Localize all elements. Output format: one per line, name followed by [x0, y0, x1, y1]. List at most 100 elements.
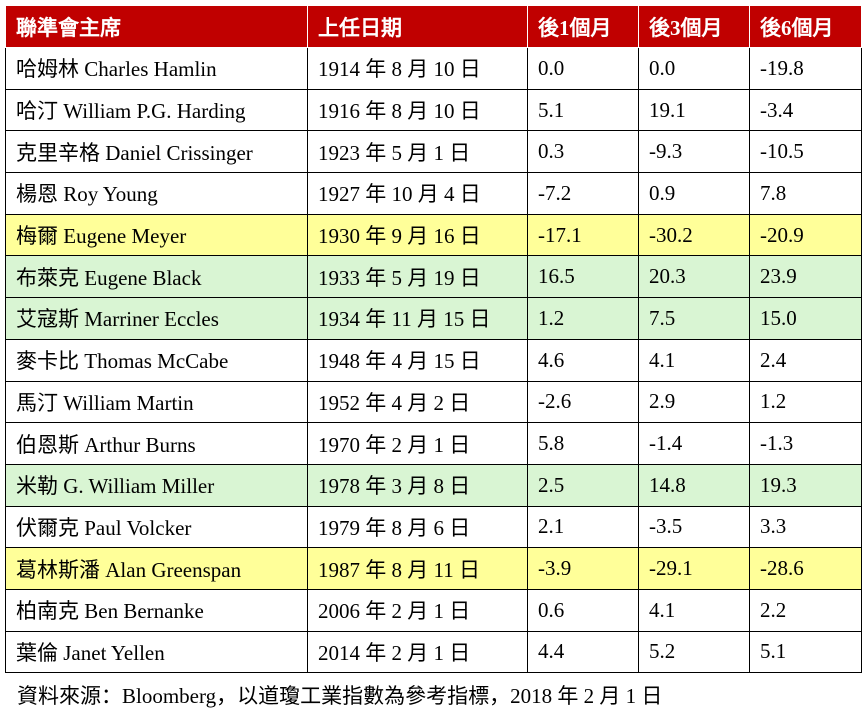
table-row: 哈汀 William P.G. Harding 1916 年 8 月 10 日 5.… [5, 88, 862, 132]
table-cell: -3.5 [638, 505, 750, 549]
table: 聯準會主席 上任日期 後1個月 後3個月 後6個月 哈姆林 Charles Hamlin… [5, 5, 862, 674]
table-cell: 7.8 [749, 172, 862, 215]
table-row: 伯恩斯 Arthur Burns 1970 年 2 月 1 日 5.8 -1.4 -1.… [5, 422, 862, 465]
table-row: 克里辛格 Daniel Crissinger 1923 年 5 月 1 日 0.3-… [5, 130, 862, 174]
table-cell: 1916 年 8 月 10 日 [307, 88, 528, 132]
table-cell: -30.2 [638, 213, 750, 257]
table-cell: -19.8 [749, 47, 862, 90]
table-cell: 克里辛格 Daniel Crissinger [5, 130, 308, 174]
table-cell: 14.8 [638, 463, 750, 507]
table-cell: 4.4 [527, 630, 639, 674]
table-cell: 1933 年 5 月 19 日 [307, 255, 528, 299]
table-body: 哈姆林 Charles Hamlin 1914 年 8 月 10 日 0.0 0.0-… [5, 47, 862, 674]
table-cell: -20.9 [749, 213, 862, 257]
table-cell: 哈姆林 Charles Hamlin [5, 47, 308, 90]
table-cell: 2.5 [527, 463, 639, 507]
table-row: 米勒 G. William Miller 1978 年 3 月 8 日 2.5 14.… [5, 463, 862, 507]
header-cell: 後6個月 [749, 5, 862, 48]
table-cell: 5.8 [527, 422, 639, 465]
table-cell: 1930 年 9 月 16 日 [307, 213, 528, 257]
table-row: 伏爾克 Paul Volcker 1979 年 8 月 6 日 2.1 -3.5 3.3 [5, 505, 862, 549]
table-cell: 5.1 [527, 88, 639, 132]
table-cell: 1970 年 2 月 1 日 [307, 422, 528, 465]
source-note: 資料來源：Bloomberg，以道瓊工業指數為參考指標，2018 年 2 月 1… [17, 684, 663, 708]
table-cell: 4.1 [638, 588, 750, 632]
table-row: 麥卡比 Thomas McCabe 1948 年 4 月 15 日 4.6 4.1 2.… [5, 338, 862, 382]
table-cell: 0.0 [638, 47, 750, 90]
table-cell: 2014 年 2 月 1 日 [307, 630, 528, 674]
table-cell: 伯恩斯 Arthur Burns [5, 422, 308, 465]
table-cell: 15.0 [749, 297, 862, 340]
table-cell: 1948 年 4 月 15 日 [307, 338, 528, 382]
table-row: 馬汀 William Martin 1952 年 4 月 2 日 -2.6 2.9 1.… [5, 380, 862, 424]
table-cell: 哈汀 William P.G. Harding [5, 88, 308, 132]
table-cell: 5.2 [638, 630, 750, 674]
table-cell: 艾寇斯 Marriner Eccles [5, 297, 308, 340]
table-cell: 1934 年 11 月 15 日 [307, 297, 528, 340]
table-cell: 1979 年 8 月 6 日 [307, 505, 528, 549]
table-cell: 2.4 [749, 338, 862, 382]
table-cell: 0.9 [638, 172, 750, 215]
table-cell: 7.5 [638, 297, 750, 340]
header-row: 聯準會主席 上任日期 後1個月 後3個月 後6個月 [5, 5, 862, 48]
table-row: 柏南克 Ben Bernanke 2006 年 2 月 1 日 0.6 4.1 2.2 [5, 588, 862, 632]
table-cell: 伏爾克 Paul Volcker [5, 505, 308, 549]
table-cell: -7.2 [527, 172, 639, 215]
table-cell: 麥卡比 Thomas McCabe [5, 338, 308, 382]
table-cell: 1.2 [527, 297, 639, 340]
table-cell: -1.3 [749, 422, 862, 465]
table-cell: -1.4 [638, 422, 750, 465]
table-cell: 19.1 [638, 88, 750, 132]
table-cell: 0.0 [527, 47, 639, 90]
table-cell: -17.1 [527, 213, 639, 257]
table-cell: -3.4 [749, 88, 862, 132]
table-cell: 3.3 [749, 505, 862, 549]
table-cell: -29.1 [638, 547, 750, 590]
table-cell: -3.9 [527, 547, 639, 590]
table-cell: -2.6 [527, 380, 639, 424]
table-cell: 2.1 [527, 505, 639, 549]
table-cell: 2.2 [749, 588, 862, 632]
table-cell: 馬汀 William Martin [5, 380, 308, 424]
table-cell: 0.3 [527, 130, 639, 174]
table-cell: 布萊克 Eugene Black [5, 255, 308, 299]
table-cell: 1923 年 5 月 1 日 [307, 130, 528, 174]
table-cell: 1952 年 4 月 2 日 [307, 380, 528, 424]
table-row: 葛林斯潘 Alan Greenspan 1987 年 8 月 11 日 -3.9 -2… [5, 547, 862, 590]
table-cell: -9.3 [638, 130, 750, 174]
table-cell: 1914 年 8 月 10 日 [307, 47, 528, 90]
header-cell: 後3個月 [638, 5, 750, 48]
table-cell: 1987 年 8 月 11 日 [307, 547, 528, 590]
table-cell: 16.5 [527, 255, 639, 299]
table-cell: 1.2 [749, 380, 862, 424]
table-row: 哈姆林 Charles Hamlin 1914 年 8 月 10 日 0.0 0.0-… [5, 47, 862, 90]
table-row: 楊恩 Roy Young 1927 年 10 月 4 日 -7.2 0.9 7.8 [5, 172, 862, 215]
table-cell: 20.3 [638, 255, 750, 299]
table-cell: 柏南克 Ben Bernanke [5, 588, 308, 632]
table-row: 布萊克 Eugene Black 1933 年 5 月 19 日 16.5 20.3 2… [5, 255, 862, 299]
table-cell: 23.9 [749, 255, 862, 299]
table-cell: 5.1 [749, 630, 862, 674]
table-cell: 0.6 [527, 588, 639, 632]
table-cell: 葛林斯潘 Alan Greenspan [5, 547, 308, 590]
table-cell: 2.9 [638, 380, 750, 424]
table-row: 梅爾 Eugene Meyer 1930 年 9 月 16 日 -17.1 -30.2… [5, 213, 862, 257]
table-cell: 1927 年 10 月 4 日 [307, 172, 528, 215]
table-cell: 米勒 G. William Miller [5, 463, 308, 507]
table-cell: 19.3 [749, 463, 862, 507]
table-cell: -10.5 [749, 130, 862, 174]
table-row: 艾寇斯 Marriner Eccles 1934 年 11 月 15 日 1.2 7.… [5, 297, 862, 340]
table-cell: 4.6 [527, 338, 639, 382]
table-cell: 葉倫 Janet Yellen [5, 630, 308, 674]
header-cell: 聯準會主席 [5, 5, 308, 48]
table-cell: 1978 年 3 月 8 日 [307, 463, 528, 507]
table-row: 葉倫 Janet Yellen 2014 年 2 月 1 日 4.4 5.2 5.1 [5, 630, 862, 674]
table-cell: 2006 年 2 月 1 日 [307, 588, 528, 632]
table-cell: 4.1 [638, 338, 750, 382]
header-cell: 上任日期 [307, 5, 528, 48]
table-cell: 楊恩 Roy Young [5, 172, 308, 215]
table-cell: -28.6 [749, 547, 862, 590]
header-cell: 後1個月 [527, 5, 639, 48]
table-cell: 梅爾 Eugene Meyer [5, 213, 308, 257]
